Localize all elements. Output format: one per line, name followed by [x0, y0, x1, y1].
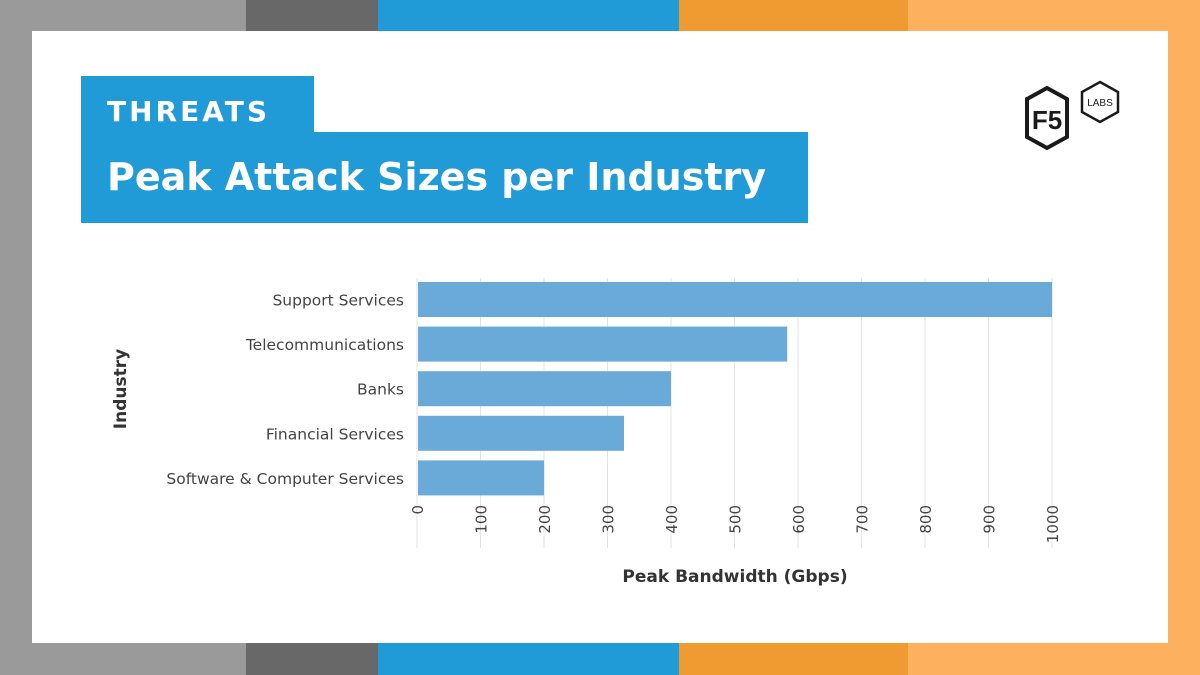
f5-hexagon-icon [1025, 85, 1069, 151]
bar [418, 282, 1052, 317]
x-tick-label: 600 [790, 505, 808, 534]
y-tick-label: Telecommunications [245, 336, 404, 354]
logo-brand-text: F5 [1032, 105, 1062, 135]
page-title: Peak Attack Sizes per Industry [81, 132, 808, 223]
y-axis-title: Industry [111, 349, 131, 429]
bar [418, 326, 788, 362]
x-tick-label: 200 [536, 505, 554, 534]
y-tick-label: Financial Services [266, 425, 404, 443]
y-tick-label: Software & Computer Services [166, 470, 404, 488]
f5-labs-logo: F5 LABS [1025, 80, 1120, 151]
labs-hexagon-icon [1080, 80, 1120, 124]
x-tick-label: 1000 [1044, 505, 1062, 543]
x-tick-label: 700 [854, 505, 872, 534]
logo-sub-text: LABS [1087, 98, 1113, 109]
y-tick-label: Banks [357, 381, 404, 399]
x-tick-label: 500 [727, 505, 745, 534]
x-tick-label: 300 [600, 505, 618, 534]
bar [418, 415, 625, 451]
bar [418, 460, 544, 496]
x-tick-label: 400 [663, 505, 681, 534]
x-tick-label: 100 [473, 505, 491, 534]
x-tick-label: 800 [917, 505, 935, 534]
section-kicker: THREATS [81, 76, 314, 132]
x-tick-label: 0 [409, 505, 427, 515]
x-axis-title: Peak Bandwidth (Gbps) [622, 567, 847, 587]
bar [418, 371, 671, 407]
x-tick-label: 900 [981, 505, 999, 534]
y-tick-label: Support Services [272, 292, 404, 310]
